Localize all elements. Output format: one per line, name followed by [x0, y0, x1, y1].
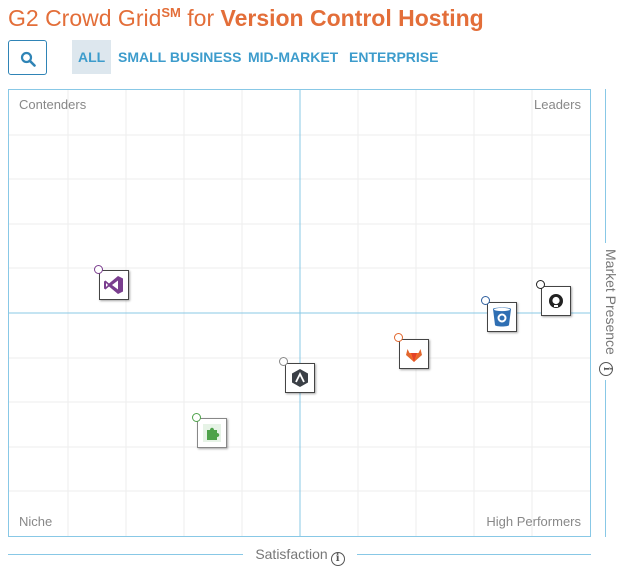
vendor-github[interactable]	[541, 286, 571, 316]
x-axis-label: Satisfaction	[255, 546, 328, 562]
quadrant-contenders: Contenders	[19, 97, 87, 112]
title-prefix: G2 Crowd Grid	[8, 5, 162, 31]
quadrant-high-performers: High Performers	[486, 514, 581, 529]
title-category: Version Control Hosting	[220, 5, 484, 31]
vendor-marker-visual-studio	[94, 265, 103, 274]
search-icon	[20, 51, 36, 67]
market-presence-info-icon[interactable]: i	[599, 361, 613, 376]
crowd-grid: Contenders Leaders Niche High Performers	[8, 89, 591, 537]
bitbucket-icon	[493, 307, 511, 327]
vendor-visual-studio[interactable]	[99, 270, 129, 300]
y-axis-line-top	[605, 89, 606, 243]
filter-enterprise[interactable]: ENTERPRISE	[349, 49, 439, 65]
vendor-marker-green-puzzle	[192, 413, 201, 422]
green-puzzle-icon	[203, 424, 221, 442]
visual-studio-icon	[104, 276, 123, 294]
filter-small-business[interactable]: SMALL BUSINESS	[118, 49, 242, 65]
vendor-marker-github	[536, 280, 545, 289]
y-axis-label: Market Presence	[603, 249, 619, 355]
quadrant-niche: Niche	[19, 514, 53, 529]
vendor-bitbucket[interactable]	[487, 302, 517, 332]
vendor-marker-gitlab	[394, 333, 403, 342]
aws-codecommit-icon	[292, 369, 308, 387]
vendor-green-puzzle[interactable]	[197, 418, 227, 448]
vendor-aws-codecommit[interactable]	[285, 363, 315, 393]
github-icon	[549, 294, 563, 308]
page-title: G2 Crowd GridSM for Version Control Host…	[8, 5, 484, 32]
vendor-marker-bitbucket	[481, 296, 490, 305]
title-for: for	[180, 5, 221, 31]
x-axis: Satisfaction i	[243, 546, 357, 566]
filter-mid-market[interactable]: MID-MARKET	[248, 49, 339, 65]
gitlab-icon	[406, 349, 422, 362]
service-mark: SM	[161, 5, 181, 20]
grid-lines	[9, 90, 590, 536]
filter-all[interactable]: ALL	[72, 40, 112, 74]
quadrant-leaders: Leaders	[534, 97, 581, 112]
y-axis: Market Presence i	[599, 243, 619, 378]
search-button[interactable]	[8, 40, 47, 75]
vendor-gitlab[interactable]	[399, 339, 429, 369]
y-axis-line-bottom	[605, 380, 606, 537]
vendor-marker-aws-codecommit	[279, 357, 288, 366]
y-axis-title: Market Presence i	[599, 249, 619, 376]
